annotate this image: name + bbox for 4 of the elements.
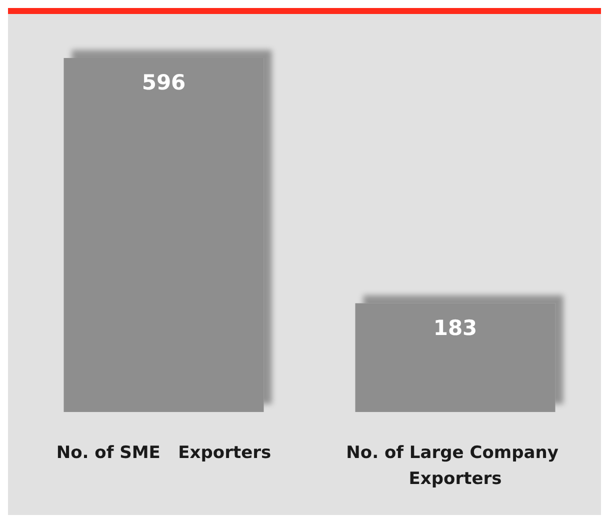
x-tick-label: No. of Large Company Exporters <box>346 443 564 489</box>
data-label: 183 <box>433 316 478 340</box>
data-label: 596 <box>142 70 186 94</box>
x-tick-label: No. of SME Exporters <box>56 443 272 463</box>
